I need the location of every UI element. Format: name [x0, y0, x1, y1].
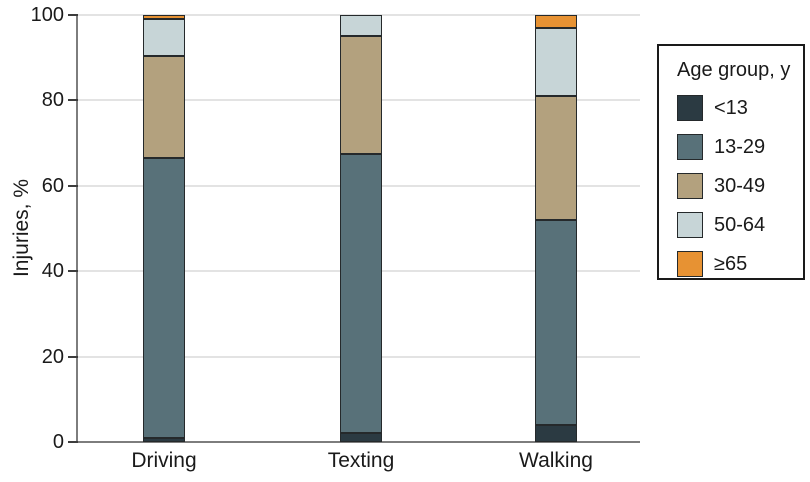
- bar-segment-walking-13-29: [535, 219, 577, 425]
- bar-segment-texting-<13: [340, 433, 382, 442]
- plot-area: 0 20 40 60 80 100 Driving Texting Walking: [31, 4, 640, 472]
- legend-swatch-<13: [677, 95, 703, 121]
- legend-label-50-64: 50-64: [714, 214, 766, 236]
- legend-swatch-≥65: [677, 251, 703, 277]
- bar-segment-walking-30-49: [535, 96, 577, 220]
- legend-item-50-64: 50-64: [677, 212, 803, 238]
- gridline-100: [78, 14, 640, 16]
- bar-segment-texting-30-49: [340, 36, 382, 154]
- legend-label-<13: <13: [714, 97, 748, 119]
- legend-entries: <13 13-29 30-49 50-64 ≥65: [659, 95, 803, 277]
- y-tick-20: [68, 355, 78, 358]
- legend-item-<13: <13: [677, 95, 803, 121]
- x-axis-line: [78, 441, 640, 443]
- legend-swatch-50-64: [677, 212, 703, 238]
- legend-swatch-30-49: [677, 173, 703, 199]
- y-tick-label-60: 60: [41, 174, 64, 197]
- bar-driving: [143, 15, 185, 442]
- y-tick-label-80: 80: [41, 89, 64, 112]
- legend-label-30-49: 30-49: [714, 175, 766, 197]
- bar-segment-driving-50-64: [143, 19, 185, 56]
- bar-segment-driving-30-49: [143, 55, 185, 159]
- y-tick-60: [68, 184, 78, 187]
- bar-segment-texting-50-64: [340, 15, 382, 37]
- legend-label-13-29: 13-29: [714, 136, 766, 158]
- y-tick-0: [68, 441, 78, 443]
- x-category-label-walking: Walking: [519, 449, 593, 472]
- bar-walking: [535, 15, 577, 442]
- legend-box: Age group, y <13 13-29 30-49 50-64 ≥65: [657, 44, 805, 280]
- y-tick-label-20: 20: [41, 345, 64, 368]
- y-tick-40: [68, 270, 78, 273]
- y-tick-80: [68, 99, 78, 102]
- bar-segment-walking-50-64: [535, 27, 577, 97]
- y-tick-label-100: 100: [30, 4, 64, 26]
- bar-segment-texting-13-29: [340, 153, 382, 434]
- legend-title: Age group, y: [677, 59, 791, 81]
- legend-item-≥65: ≥65: [677, 251, 803, 277]
- bar-segment-driving-13-29: [143, 158, 185, 438]
- bar-segment-driving-<13: [143, 437, 185, 442]
- y-tick-label-40: 40: [41, 260, 64, 283]
- bar-texting: [340, 15, 382, 442]
- legend-item-13-29: 13-29: [677, 134, 803, 160]
- x-category-label-texting: Texting: [327, 449, 395, 472]
- y-axis-line: [76, 15, 78, 443]
- y-tick-100: [68, 14, 78, 16]
- legend-item-30-49: 30-49: [677, 173, 803, 199]
- legend-label-≥65: ≥65: [714, 253, 748, 275]
- legend-swatch-13-29: [677, 134, 703, 160]
- x-category-label-driving: Driving: [131, 449, 197, 472]
- bar-segment-walking-≥65: [535, 15, 577, 28]
- y-tick-label-0: 0: [52, 431, 64, 453]
- bar-segment-walking-<13: [535, 424, 577, 442]
- bar-segment-driving-≥65: [143, 15, 185, 20]
